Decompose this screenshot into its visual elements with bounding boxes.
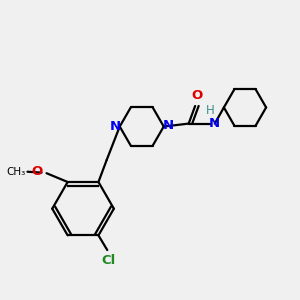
- Text: N: N: [163, 118, 174, 132]
- Text: N: N: [209, 117, 220, 130]
- Text: N: N: [110, 120, 121, 133]
- Text: Cl: Cl: [101, 254, 116, 266]
- Text: CH₃: CH₃: [7, 167, 26, 177]
- Text: H: H: [206, 104, 214, 117]
- Text: O: O: [32, 165, 43, 178]
- Text: O: O: [191, 89, 203, 103]
